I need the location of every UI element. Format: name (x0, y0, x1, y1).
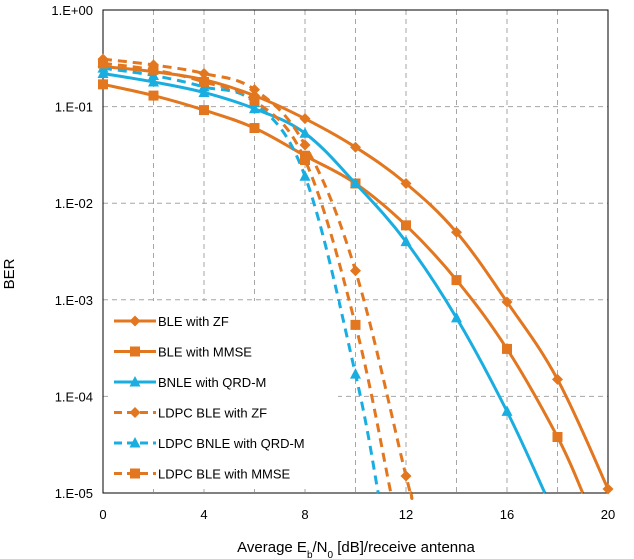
data-point-square (249, 123, 260, 134)
x-tick-label: 8 (301, 507, 308, 522)
data-point-diamond (198, 68, 210, 80)
data-point-triangle (299, 170, 311, 181)
data-point-diamond (501, 296, 513, 308)
data-point-square (249, 95, 260, 106)
data-point-triangle (451, 311, 462, 323)
data-point-square (451, 275, 462, 286)
data-point-diamond (552, 373, 563, 385)
data-point-triangle (350, 177, 361, 188)
x-axis-label: Average Eb/N0 [dB]/receive antenna (237, 539, 475, 559)
data-point-square (148, 64, 159, 75)
legend-marker-diamond (129, 315, 141, 327)
y-tick-label: 1.E-01 (55, 100, 93, 115)
x-tick-label: 12 (399, 507, 413, 522)
data-point-square (552, 431, 563, 442)
legend-marker-square (130, 468, 140, 479)
data-point-diamond (350, 265, 361, 277)
y-axis-label: BER (1, 258, 18, 289)
data-point-triangle (148, 75, 159, 87)
data-point-square (199, 76, 209, 87)
series-line (102, 72, 547, 494)
legend-marker-diamond (129, 407, 141, 418)
x-axis-label-subscript: 0 (328, 550, 334, 559)
data-point-triangle (97, 67, 109, 79)
data-point-triangle (400, 235, 412, 247)
legend-label: LDPC BNLE with QRD-M (158, 436, 305, 451)
legend-background (108, 301, 338, 489)
x-tick-label: 16 (500, 507, 514, 522)
data-point-triangle (249, 102, 260, 114)
legend-item: BLE with MMSE (114, 345, 252, 360)
data-point-diamond (451, 226, 462, 238)
legend-label: BLE with ZF (158, 314, 229, 329)
series-line (102, 65, 610, 490)
data-point-diamond (400, 470, 412, 482)
plot-area-border (102, 9, 609, 494)
legend-marker-square (130, 346, 140, 357)
data-point-diamond (299, 139, 311, 151)
y-tick-label: 1.E-02 (55, 196, 93, 211)
legend-label: BLE with MMSE (158, 345, 252, 360)
x-axis-label-part: /N (313, 539, 328, 556)
data-point-diamond (350, 141, 361, 153)
data-point-square (98, 58, 108, 69)
series-lines (97, 53, 614, 501)
y-tick-label: 1.E-03 (55, 293, 93, 308)
y-tick-label: 1.E-05 (55, 486, 93, 501)
series-line (102, 61, 393, 494)
data-point-triangle (350, 368, 361, 379)
x-axis-label-subscript: b (307, 550, 313, 559)
legend-item: LDPC BLE with ZF (114, 406, 267, 421)
legend-marker-triangle (129, 376, 141, 387)
legend-item: LDPC BLE with MMSE (114, 467, 291, 482)
data-point-square (300, 155, 310, 166)
legend-item: BLE with ZF (114, 314, 229, 329)
data-point-square (148, 90, 159, 101)
x-axis-label-part: Average E (237, 539, 307, 556)
legend-item: LDPC BNLE with QRD-M (114, 436, 305, 451)
data-point-square (401, 220, 411, 231)
series-line (102, 66, 380, 494)
data-point-square (350, 319, 361, 330)
legend-label: BNLE with QRD-M (158, 375, 266, 390)
data-point-square (199, 105, 209, 116)
data-point-diamond (299, 113, 311, 125)
data-point-triangle (299, 127, 311, 138)
data-point-triangle (501, 405, 513, 416)
y-axis-tick-labels: 1.E+00 1.E-01 1.E-02 1.E-03 1.E-04 1.E-05 (51, 3, 93, 501)
legend-item: BNLE with QRD-M (114, 375, 266, 390)
legend: BLE with ZF BLE with MMSE BNLE with QRD-M L… (108, 301, 338, 489)
data-point-diamond (249, 84, 260, 96)
legend-marker-triangle (129, 437, 141, 448)
legend-label: LDPC BLE with MMSE (158, 467, 291, 482)
series-line (102, 82, 585, 494)
legend-label: LDPC BLE with ZF (158, 406, 267, 421)
x-tick-label: 0 (99, 507, 106, 522)
series-3 (97, 67, 547, 494)
data-point-triangle (198, 86, 210, 97)
x-tick-label: 20 (601, 507, 615, 522)
x-tick-label: 4 (200, 507, 207, 522)
x-axis-tick-labels: 0 4 8 12 16 20 (99, 507, 615, 522)
y-tick-label: 1.E-04 (55, 389, 93, 404)
data-point-square (98, 79, 108, 90)
x-axis-label-part: [dB]/receive antenna (333, 539, 475, 556)
series-6 (98, 58, 393, 494)
data-point-diamond (400, 177, 412, 189)
y-tick-label: 1.E+00 (51, 3, 93, 18)
data-point-square (502, 343, 512, 354)
data-point-diamond (602, 483, 614, 495)
